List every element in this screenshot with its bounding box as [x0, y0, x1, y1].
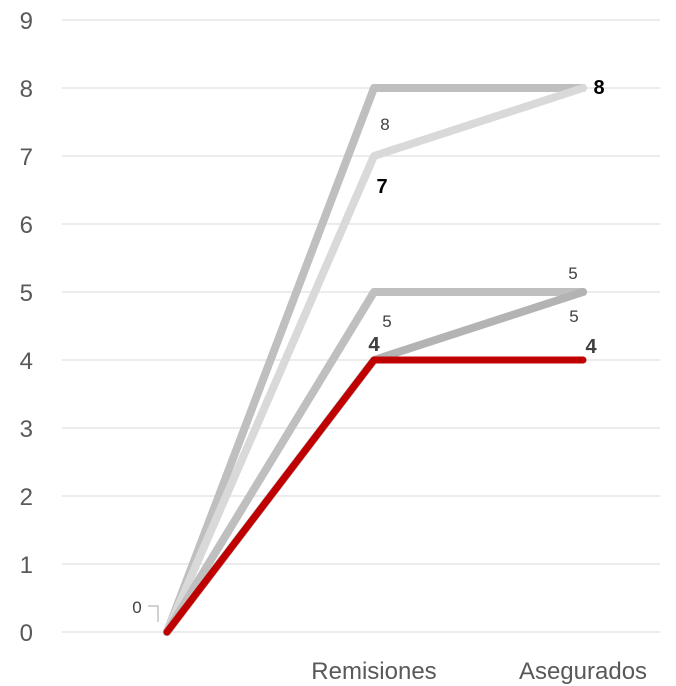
data-label: 4 [368, 334, 380, 356]
data-label: 0 [132, 598, 141, 617]
series-line [163, 84, 587, 636]
series-line [163, 288, 587, 636]
data-label: 4 [368, 334, 380, 356]
y-tick-label: 5 [20, 280, 33, 307]
data-label: 8 [593, 77, 604, 99]
x-tick-label: Asegurados [519, 658, 647, 685]
data-label: 7 [376, 176, 387, 198]
y-tick-label: 0 [20, 620, 33, 647]
y-tick-label: 1 [20, 552, 33, 579]
y-axis-tick-labels: 0 1 2 3 4 5 6 7 8 9 [20, 8, 33, 647]
x-axis-tick-labels: Remisiones Asegurados [311, 658, 647, 685]
y-tick-label: 3 [20, 416, 33, 443]
y-tick-label: 8 [20, 76, 33, 103]
y-tick-label: 6 [20, 212, 33, 239]
y-tick-label: 9 [20, 8, 33, 35]
data-label: 5 [569, 307, 578, 326]
gridlines [62, 19, 660, 633]
series-line [163, 84, 587, 636]
y-tick-label: 7 [20, 144, 33, 171]
data-label: 8 [380, 115, 389, 134]
data-label: 5 [382, 312, 391, 331]
y-tick-label: 2 [20, 484, 33, 511]
y-tick-label: 4 [20, 348, 33, 375]
leader-line [148, 605, 159, 622]
series-line [163, 356, 587, 636]
data-label: 5 [568, 264, 577, 283]
x-tick-label: Remisiones [311, 658, 436, 685]
series-lines [163, 84, 587, 636]
data-label: 4 [585, 336, 597, 358]
